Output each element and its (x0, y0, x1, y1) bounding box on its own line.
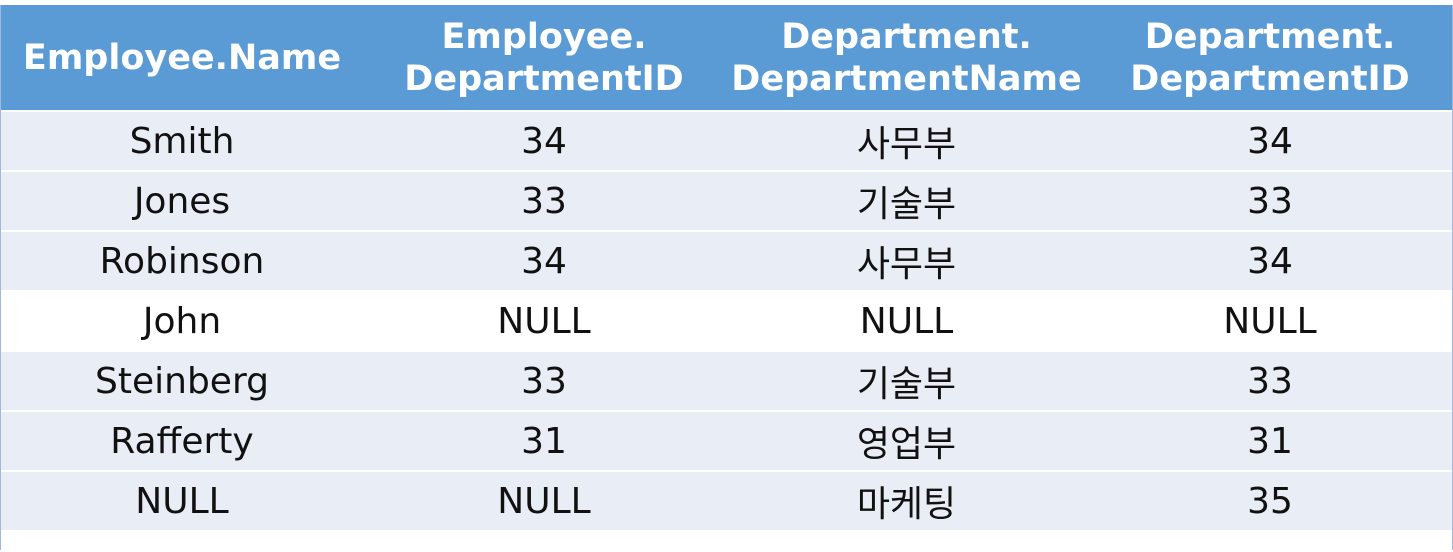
header-employee-departmentid: Employee. DepartmentID (363, 5, 725, 112)
table-left-border (0, 5, 1, 550)
header-employee-name: Employee.Name (1, 5, 363, 112)
cell-department-name: 마케팅 (725, 471, 1088, 532)
table-row: Steinberg 33 기술부 33 (1, 351, 1452, 412)
cell-employee-departmentid: 34 (363, 231, 725, 292)
cell-employee-name: Jones (1, 171, 363, 232)
header-department-departmentid-line1: Department. (1144, 16, 1396, 57)
cell-department-departmentid: 33 (1088, 171, 1452, 232)
cell-employee-name: Steinberg (1, 351, 363, 412)
cell-department-departmentid: 34 (1088, 111, 1452, 172)
cell-department-name: 기술부 (725, 171, 1088, 232)
cell-department-departmentid: 33 (1088, 351, 1452, 412)
cell-employee-name: John (1, 291, 363, 352)
cell-employee-name: Robinson (1, 231, 363, 292)
cell-department-name: 사무부 (725, 231, 1088, 292)
table-row: Rafferty 31 영업부 31 (1, 411, 1452, 472)
cell-employee-departmentid: 31 (363, 411, 725, 472)
header-employee-departmentid-line1: Employee. (441, 16, 647, 57)
table-body: Smith 34 사무부 34 Jones 33 기술부 33 Robinson… (1, 111, 1452, 532)
cell-employee-departmentid: 33 (363, 171, 725, 232)
header-department-departmentname: Department. DepartmentName (725, 5, 1088, 112)
cell-department-departmentid: 34 (1088, 231, 1452, 292)
header-employee-departmentid-line2: DepartmentID (404, 58, 684, 99)
cell-department-name: NULL (725, 291, 1088, 352)
cell-employee-name: Rafferty (1, 411, 363, 472)
table-row: John NULL NULL NULL (1, 291, 1452, 352)
table-header: Employee.Name Employee. DepartmentID Dep… (1, 5, 1452, 112)
header-employee-name-line1: Employee.Name (22, 37, 342, 78)
cell-employee-departmentid: NULL (363, 291, 725, 352)
cell-department-name: 기술부 (725, 351, 1088, 412)
table-row: Smith 34 사무부 34 (1, 111, 1452, 172)
header-department-departmentname-line2: DepartmentName (731, 58, 1082, 99)
cell-employee-departmentid: 34 (363, 111, 725, 172)
header-department-departmentid-line2: DepartmentID (1130, 58, 1410, 99)
header-department-departmentid: Department. DepartmentID (1088, 5, 1452, 112)
table-row: NULL NULL 마케팅 35 (1, 471, 1452, 532)
cell-department-name: 사무부 (725, 111, 1088, 172)
join-result-table: Employee.Name Employee. DepartmentID Dep… (1, 5, 1452, 532)
header-row: Employee.Name Employee. DepartmentID Dep… (1, 5, 1452, 112)
cell-department-departmentid: 35 (1088, 471, 1452, 532)
cell-department-name: 영업부 (725, 411, 1088, 472)
cell-department-departmentid: 31 (1088, 411, 1452, 472)
cell-employee-name: Smith (1, 111, 363, 172)
table-row: Robinson 34 사무부 34 (1, 231, 1452, 292)
table-row: Jones 33 기술부 33 (1, 171, 1452, 232)
header-department-departmentname-line1: Department. (781, 16, 1032, 57)
cell-employee-departmentid: 33 (363, 351, 725, 412)
cell-employee-name: NULL (1, 471, 363, 532)
cell-department-departmentid: NULL (1088, 291, 1452, 352)
cell-employee-departmentid: NULL (363, 471, 725, 532)
